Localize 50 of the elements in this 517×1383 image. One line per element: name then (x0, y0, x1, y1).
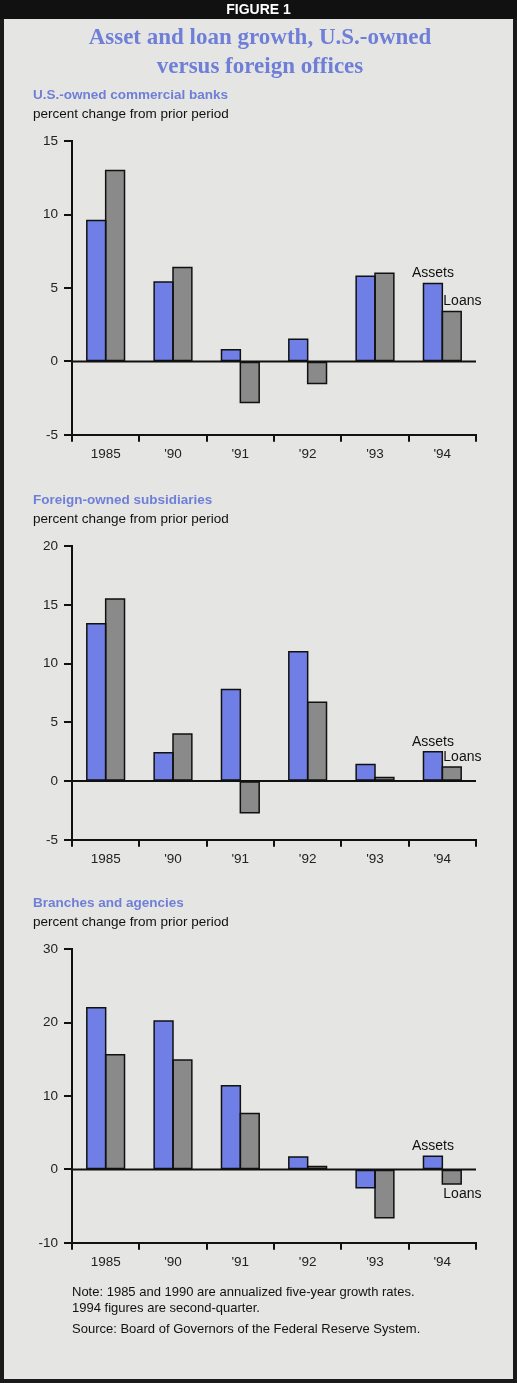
y-tick-label: 20 (42, 1014, 58, 1030)
x-tick-label: '92 (298, 850, 317, 866)
x-tick-label: '93 (366, 1253, 384, 1269)
x-tick-label: '92 (298, 1253, 317, 1269)
x-tick-label: '91 (231, 1253, 250, 1269)
x-tick-label: '93 (366, 445, 384, 461)
series-label: Loans (443, 747, 482, 764)
y-tick-label: 10 (42, 206, 58, 222)
x-tick-label: '94 (433, 850, 452, 866)
source-note: Source: Board of Governors of the Federal Reserve System. (72, 1321, 422, 1337)
caption: FIGURE 1 (0, 1, 517, 18)
x-tick-label: '90 (164, 1253, 182, 1269)
chart-subtitle: U.S.-owned commercial banks (33, 87, 229, 102)
y-tick-label: 15 (42, 132, 58, 148)
y-tick-label: 0 (50, 772, 58, 788)
x-tick-label: 1985 (90, 850, 121, 866)
y-tick-label: -10 (38, 1234, 58, 1250)
x-tick-label: '91 (231, 850, 250, 866)
y-tick-label: -5 (45, 426, 58, 442)
y-axis-title: percent change from prior period (33, 914, 229, 929)
x-tick-label: '94 (433, 445, 452, 461)
y-tick-label: 10 (42, 655, 58, 671)
series-label: Assets (411, 732, 454, 749)
y-tick-label: 0 (50, 1161, 58, 1177)
x-tick-label: 1985 (90, 1253, 121, 1269)
y-tick-label: 5 (50, 714, 58, 730)
y-axis-title: percent change from prior period (33, 106, 229, 121)
y-tick-label: -5 (45, 831, 58, 847)
x-tick-label: '90 (164, 850, 182, 866)
chart-title: Foreign-owned subsidiaries (33, 492, 213, 507)
x-tick-label: 1985 (90, 445, 121, 461)
y-axis-title: percent change from prior period (33, 511, 229, 526)
y-tick-label: 20 (42, 537, 58, 553)
chart-title: Asset and loan growth, U.S.-owned versus foreign offices (87, 23, 433, 80)
series-label: Assets (411, 264, 454, 281)
text: Note: 1985 and 1990 are annualized five-year growth rates. 1994 figures are second-quarter. (72, 1284, 416, 1316)
y-tick-label: 30 (42, 940, 58, 956)
x-tick-label: '92 (298, 445, 317, 461)
y-tick-label: 5 (50, 279, 58, 295)
x-tick-label: '91 (231, 445, 250, 461)
x-tick-label: '94 (433, 1253, 452, 1269)
y-tick-label: 10 (42, 1087, 58, 1103)
series-label: Loans (443, 292, 482, 309)
x-tick-label: '90 (164, 445, 182, 461)
series-label: Assets (411, 1137, 454, 1154)
y-tick-label: 0 (50, 353, 58, 369)
chart-title: Branches and agencies (33, 895, 184, 910)
series-label: Loans (443, 1184, 482, 1201)
y-tick-label: 15 (42, 596, 58, 612)
x-tick-label: '93 (366, 850, 384, 866)
